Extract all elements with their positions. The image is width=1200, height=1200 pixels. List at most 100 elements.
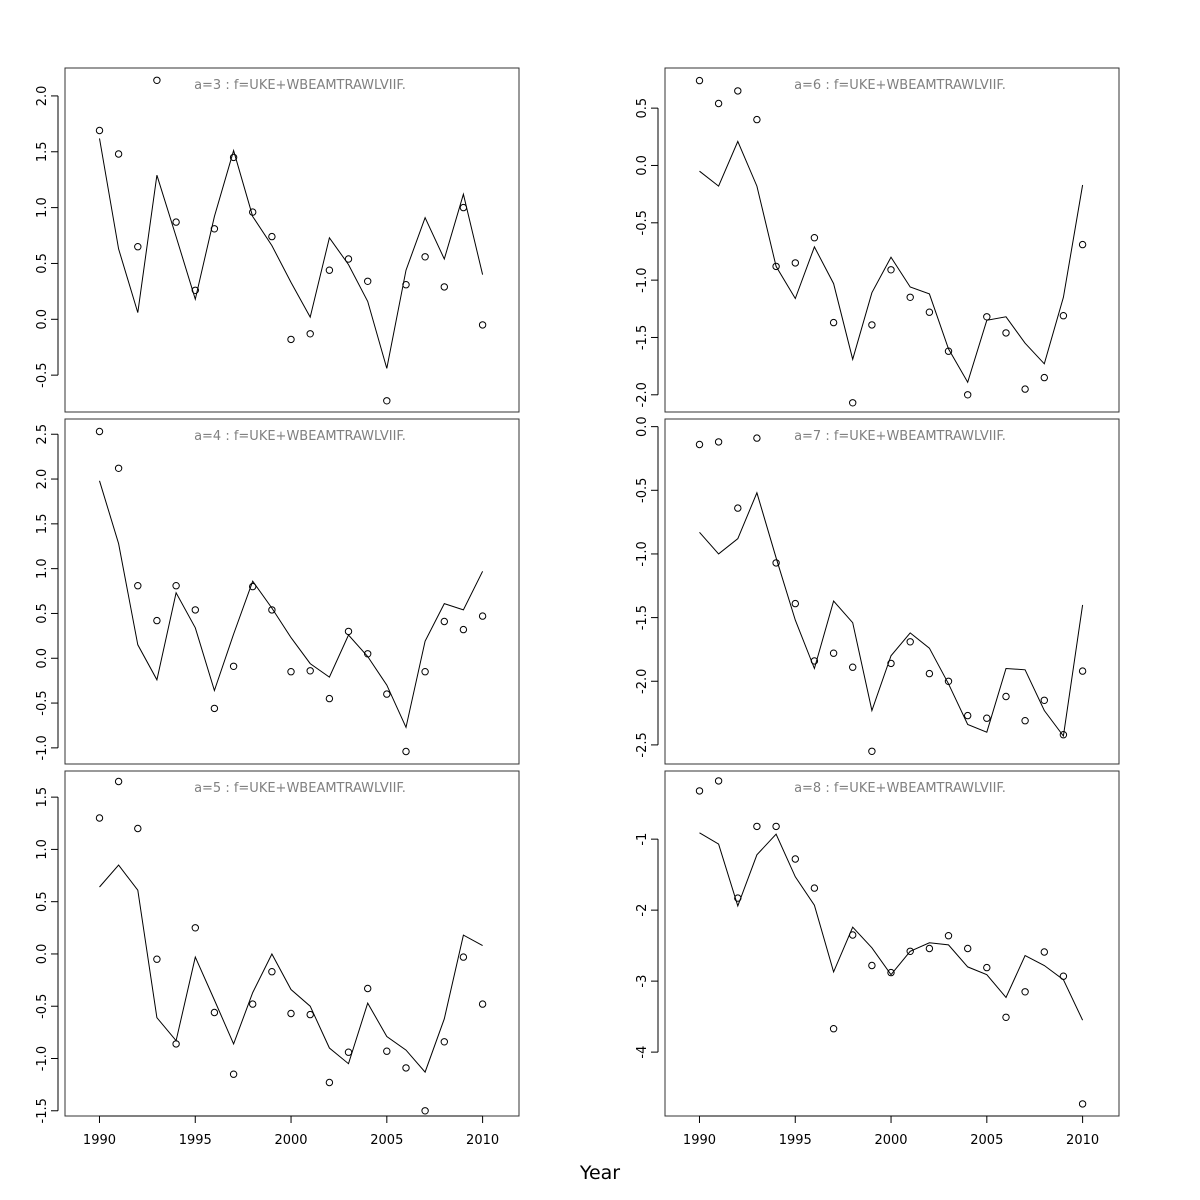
x-tick-label: 2000: [274, 1133, 307, 1148]
data-point: [1059, 731, 1068, 739]
data-point: [402, 1064, 410, 1072]
y-tick-label: 0.0: [35, 648, 50, 669]
panel-2: -2.0 -1.5 -1.0 -0.5 0.0 0.5 a=6 : f=UKE+WBEAMT…: [635, 67, 1120, 413]
data-point: [849, 399, 857, 407]
data-point: [849, 931, 857, 939]
y-tick-label: -2.0: [635, 382, 650, 407]
panel-title: a=7 : f=UKE+WBEAMTRAWLVIIF.: [794, 429, 1006, 444]
y-tick-label: -1.0: [35, 1046, 50, 1071]
x-tick-label: 1995: [779, 1133, 812, 1148]
y-tick-label: -0.5: [635, 210, 650, 235]
data-point: [383, 1047, 391, 1055]
data-point: [114, 777, 123, 786]
y-tick-label: -2.0: [635, 669, 650, 694]
data-point: [791, 599, 799, 608]
fitted-line: [99, 480, 484, 729]
data-point: [383, 690, 391, 698]
panel-6: -4 -3 -2 -1 1990 1995 2000 2005 2010 a=8 : f=UKE+…: [635, 770, 1120, 1148]
y-tick-label: -1.0: [35, 735, 50, 760]
y-tick-label: -4: [635, 1046, 650, 1059]
data-point: [829, 318, 838, 327]
data-point: [1021, 385, 1029, 393]
y-tick-label: -0.5: [35, 362, 50, 387]
data-point: [1002, 329, 1010, 337]
data-point: [440, 617, 448, 626]
data-point: [210, 225, 219, 233]
data-point: [944, 932, 953, 940]
data-point: [249, 582, 257, 591]
data-point: [1059, 972, 1068, 980]
data-point: [191, 286, 200, 294]
data-point: [114, 464, 123, 472]
data-point: [153, 616, 161, 625]
plot-frame: [664, 418, 1120, 765]
data-point: [734, 504, 742, 512]
data-point: [695, 787, 704, 795]
data-point: [887, 968, 895, 977]
plot-frame: [64, 418, 520, 765]
data-point: [95, 126, 104, 135]
data-point: [772, 559, 780, 567]
data-point: [421, 253, 429, 261]
data-point: [229, 153, 238, 162]
x-tick-label: 1990: [83, 1133, 116, 1148]
y-tick-label: 2.5: [35, 424, 50, 445]
plot-frame: [64, 67, 520, 413]
data-point: [753, 115, 761, 124]
data-point: [114, 150, 123, 158]
data-point: [268, 606, 276, 614]
data-point: [1040, 696, 1049, 704]
plot-frame: [664, 67, 1120, 413]
data-point: [364, 277, 372, 285]
panel-title: a=4 : f=UKE+WBEAMTRAWLVIIF.: [194, 429, 406, 444]
data-point: [983, 963, 991, 972]
data-point: [925, 308, 934, 316]
y-tick-label: 0.5: [635, 98, 650, 119]
fitted-line: [699, 832, 1084, 1021]
y-tick-label: -0.5: [635, 478, 650, 503]
panel-1: -0.5 0.0 0.5 1.0 1.5 2.0 a=3 : f=UKE+WBEAMTRAW…: [35, 67, 520, 413]
data-point: [306, 667, 314, 675]
y-tick-label: 0.0: [635, 155, 650, 176]
y-tick-label: -2: [635, 904, 650, 917]
y-tick-label: -1.0: [635, 267, 650, 292]
data-point: [1059, 312, 1068, 320]
data-point: [364, 650, 372, 658]
x-axis-label: Year: [579, 1162, 620, 1184]
data-point: [964, 391, 972, 399]
data-point: [210, 1008, 219, 1017]
y-tick-label: 0.5: [35, 253, 50, 274]
data-point: [402, 747, 410, 756]
panel-3: -1.0 -0.5 0.0 0.5 1.0 1.5 2.0 2.5 a=4 : f=UKE+WB…: [35, 418, 520, 765]
data-point: [810, 884, 819, 892]
panel-title: a=5 : f=UKE+WBEAMTRAWLVIIF.: [194, 781, 406, 796]
data-point: [810, 657, 819, 665]
y-tick-label: 1.0: [35, 839, 50, 860]
data-point: [249, 208, 257, 216]
data-point: [268, 232, 276, 241]
plot-frame: [64, 770, 520, 1117]
data-point: [964, 944, 972, 953]
data-point: [906, 947, 914, 955]
data-point: [478, 612, 487, 620]
x-tick-label: 2000: [874, 1133, 907, 1148]
data-point: [695, 440, 704, 449]
data-point: [944, 347, 953, 355]
data-point: [440, 1038, 448, 1046]
panels: -0.5 0.0 0.5 1.0 1.5 2.0 a=3 : f=UKE+WBEAMTRAW…: [35, 67, 1120, 1148]
fitted-line: [699, 140, 1084, 384]
data-point: [1078, 240, 1087, 249]
data-point: [306, 330, 314, 338]
y-tick-label: -2.5: [635, 732, 650, 757]
data-point: [868, 961, 876, 970]
data-point: [344, 627, 353, 636]
y-tick-label: 1.0: [35, 197, 50, 218]
panel-title: a=6 : f=UKE+WBEAMTRAWLVIIF.: [794, 78, 1006, 93]
x-tick-label: 2005: [970, 1133, 1003, 1148]
x-tick-label: 2010: [1066, 1133, 1099, 1148]
data-point: [287, 1009, 295, 1018]
data-point: [714, 99, 723, 108]
data-point: [868, 321, 876, 329]
y-tick-label: -1.5: [635, 325, 650, 350]
